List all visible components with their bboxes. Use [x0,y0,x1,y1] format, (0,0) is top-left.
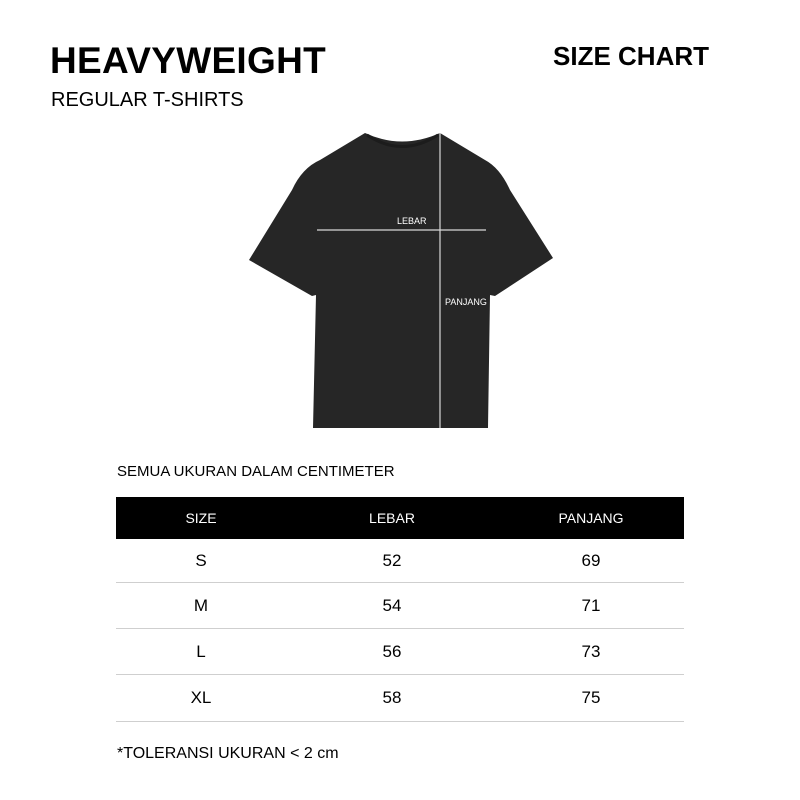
collar [366,133,439,148]
size-chart-label: SIZE CHART [553,41,709,71]
table-row: S 52 69 [116,539,684,583]
lebar-cell: 58 [286,674,498,722]
panjang-cell: 71 [498,582,684,629]
lebar-cell: 54 [286,582,498,629]
length-label: PANJANG [445,297,487,307]
lebar-cell: 56 [286,628,498,675]
column-header-size: SIZE [116,497,286,539]
size-cell: M [116,582,286,629]
panjang-cell: 75 [498,674,684,722]
units-note: SEMUA UKURAN DALAM CENTIMETER [117,463,395,480]
table-row: L 56 73 [116,628,684,675]
size-cell: XL [116,674,286,722]
column-header-lebar: LEBAR [286,497,498,539]
size-table: SIZE LEBAR PANJANG S 52 69 M 54 71 L 56 … [116,497,684,722]
size-cell: S [116,539,286,583]
product-subtitle: REGULAR T-SHIRTS [51,89,244,111]
table-row: M 54 71 [116,582,684,629]
size-cell: L [116,628,286,675]
table-row: XL 58 75 [116,674,684,722]
width-label: LEBAR [397,216,427,226]
tshirt-shape [249,133,553,428]
panjang-cell: 73 [498,628,684,675]
product-title: HEAVYWEIGHT [50,40,327,81]
table-header-row: SIZE LEBAR PANJANG [116,497,684,539]
tolerance-note: *TOLERANSI UKURAN < 2 cm [117,745,339,762]
panjang-cell: 69 [498,539,684,583]
lebar-cell: 52 [286,539,498,583]
column-header-panjang: PANJANG [498,497,684,539]
